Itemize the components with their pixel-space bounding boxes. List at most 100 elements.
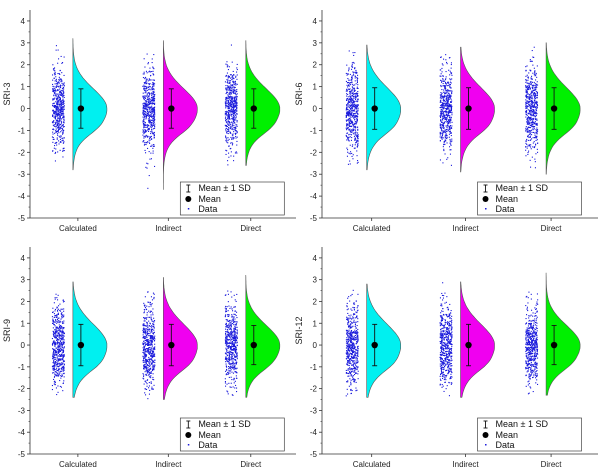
data-point <box>449 140 451 142</box>
data-point <box>527 89 529 91</box>
data-point <box>448 84 450 86</box>
data-point <box>236 67 238 69</box>
data-point <box>152 115 154 117</box>
data-point <box>350 134 352 136</box>
data-point <box>356 118 358 120</box>
data-point <box>59 334 61 336</box>
data-point <box>146 332 148 334</box>
data-point <box>144 330 146 332</box>
data-point <box>231 352 233 354</box>
data-point <box>228 96 230 98</box>
data-point <box>534 102 536 104</box>
data-point <box>54 366 56 368</box>
data-point <box>234 101 236 103</box>
data-point <box>144 108 146 110</box>
data-point <box>145 106 147 108</box>
data-point <box>142 85 144 87</box>
data-point <box>224 101 226 103</box>
data-point <box>57 117 59 119</box>
data-point <box>445 125 447 127</box>
data-point <box>442 119 444 121</box>
data-point <box>235 151 237 153</box>
data-point <box>148 118 150 120</box>
y-tick-label: -3 <box>18 406 26 415</box>
data-point <box>63 122 65 124</box>
data-point <box>354 76 356 78</box>
data-point <box>441 106 443 108</box>
data-point <box>227 329 229 331</box>
data-point <box>536 76 538 78</box>
data-point <box>233 316 235 318</box>
data-point <box>153 347 155 349</box>
data-point <box>532 72 534 74</box>
data-point <box>442 131 444 133</box>
data-point <box>56 113 58 115</box>
data-point <box>531 78 533 80</box>
data-point <box>444 87 446 89</box>
data-point <box>63 310 65 312</box>
data-point <box>55 352 57 354</box>
data-point <box>142 373 144 375</box>
data-point <box>151 325 153 327</box>
data-point <box>229 82 231 84</box>
data-point <box>55 319 57 321</box>
data-point <box>229 89 231 91</box>
data-point <box>144 329 146 331</box>
scatter-points <box>51 293 65 396</box>
data-point <box>236 336 238 338</box>
data-point <box>226 91 228 93</box>
data-point <box>61 332 63 334</box>
data-point <box>55 151 57 153</box>
data-point <box>59 91 61 93</box>
data-point <box>225 365 227 367</box>
data-point <box>444 116 446 118</box>
data-point <box>231 357 233 359</box>
data-point <box>149 336 151 338</box>
data-point <box>346 64 348 66</box>
data-point <box>228 118 230 120</box>
data-point <box>143 73 145 75</box>
data-point <box>225 326 227 328</box>
data-point <box>235 377 237 379</box>
data-point <box>536 107 538 109</box>
data-point <box>447 81 449 83</box>
data-point <box>531 101 533 103</box>
data-point <box>444 95 446 97</box>
data-point <box>535 100 537 102</box>
data-point <box>233 113 235 115</box>
data-point <box>529 109 531 111</box>
data-point <box>440 115 442 117</box>
data-point <box>233 82 235 84</box>
data-point <box>234 83 236 85</box>
data-point <box>447 101 449 103</box>
data-point <box>144 371 146 373</box>
data-point <box>59 105 61 107</box>
data-point <box>226 125 228 127</box>
data-point <box>60 331 62 333</box>
data-point <box>533 123 535 125</box>
data-point <box>443 98 445 100</box>
data-point <box>153 79 155 81</box>
data-point <box>55 128 57 130</box>
data-point <box>226 306 228 308</box>
data-point <box>54 83 56 85</box>
data-point <box>351 131 353 133</box>
legend-sd-label: Mean ± 1 SD <box>198 419 251 429</box>
data-point <box>354 351 356 353</box>
data-point <box>153 103 155 105</box>
data-point <box>230 348 232 350</box>
data-point <box>142 130 144 132</box>
data-point <box>232 70 234 72</box>
data-point <box>231 108 233 110</box>
data-point <box>146 385 148 387</box>
legend-box <box>179 181 285 216</box>
data-point <box>534 167 536 169</box>
data-point <box>229 96 231 98</box>
data-point <box>56 335 58 337</box>
data-point <box>225 98 227 100</box>
data-point <box>447 82 449 84</box>
data-point <box>150 122 152 124</box>
data-point <box>145 70 147 72</box>
data-point <box>227 111 229 113</box>
data-point <box>148 325 150 327</box>
